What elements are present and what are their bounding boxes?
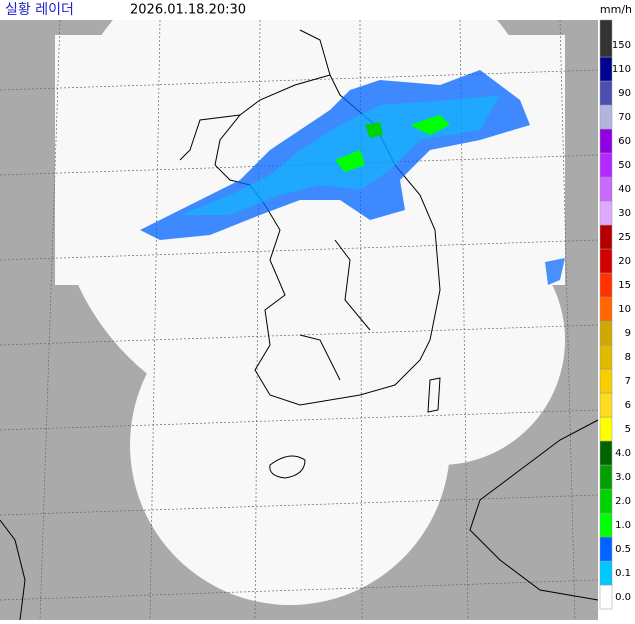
precipitation xyxy=(140,70,565,285)
legend-label: 8 xyxy=(625,352,631,363)
legend-swatch xyxy=(599,272,613,298)
legend-label: 9 xyxy=(625,328,631,339)
title: 실황 레이더 xyxy=(5,2,74,18)
legend-label: 10 xyxy=(618,304,631,315)
legend-label: 40 xyxy=(618,184,631,195)
legend-swatch xyxy=(599,248,613,274)
grid xyxy=(0,19,599,621)
legend-label: 150 xyxy=(612,40,631,51)
legend-swatch xyxy=(599,224,613,250)
legend-swatch xyxy=(599,464,613,490)
coastline xyxy=(0,29,599,621)
legend-swatch xyxy=(599,536,613,562)
unit: mm/h xyxy=(600,3,632,16)
legend-label: 0.1 xyxy=(615,568,631,579)
legend-swatch xyxy=(599,416,613,442)
legend-label: 25 xyxy=(618,232,631,243)
legend-label: 1.0 xyxy=(615,520,631,531)
legend-label: 70 xyxy=(618,112,631,123)
legend-label: 0.5 xyxy=(615,544,631,555)
legend-label: 2.0 xyxy=(615,496,631,507)
legend-label: 4.0 xyxy=(615,448,631,459)
legend: 0.0 0.1 0.5 1.0 2.0 3.0 4.0 5 6 7 8 9 10 15 20 25 30 40 50… xyxy=(599,19,631,610)
legend-swatch xyxy=(599,19,613,58)
legend-swatch xyxy=(599,200,613,226)
timestamp: 2026.01.18.20:30 xyxy=(130,3,246,18)
legend-label: 15 xyxy=(618,280,631,291)
legend-label: 7 xyxy=(625,376,631,387)
legend-label: 3.0 xyxy=(615,472,631,483)
legend-swatch xyxy=(599,176,613,202)
legend-label: 5 xyxy=(625,424,631,435)
legend-label: 60 xyxy=(618,136,631,147)
legend-swatch xyxy=(599,128,613,154)
header-bar xyxy=(0,0,635,20)
legend-swatch xyxy=(599,152,613,178)
legend-swatch xyxy=(599,560,613,586)
legend-swatch xyxy=(599,440,613,466)
legend-label: 0.0 xyxy=(615,592,631,603)
legend-swatch xyxy=(599,368,613,394)
legend-swatch xyxy=(599,392,613,418)
legend-label: 50 xyxy=(618,160,631,171)
legend-label: 30 xyxy=(618,208,631,219)
legend-label: 6 xyxy=(625,400,631,411)
legend-swatch xyxy=(599,488,613,514)
legend-label: 110 xyxy=(612,64,631,75)
legend-swatch xyxy=(599,104,613,130)
legend-label: 90 xyxy=(618,88,631,99)
legend-swatch xyxy=(599,320,613,346)
legend-label: 20 xyxy=(618,256,631,267)
legend-swatch xyxy=(599,80,613,106)
legend-swatch xyxy=(599,344,613,370)
legend-swatch xyxy=(599,296,613,322)
legend-swatch xyxy=(599,584,613,610)
legend-swatch xyxy=(599,512,613,538)
legend-swatch xyxy=(599,56,613,82)
